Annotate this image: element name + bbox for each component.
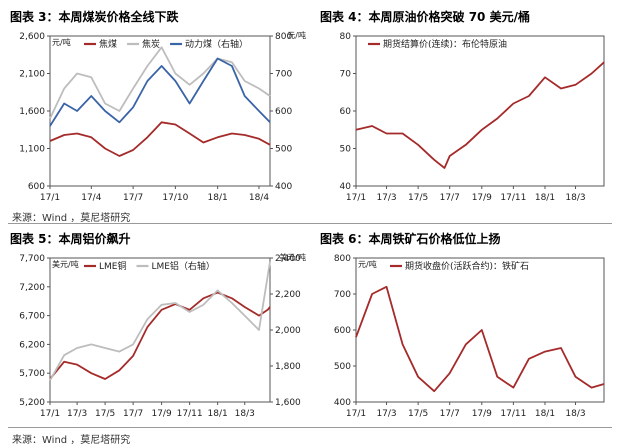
chart-title-iron-ore: 图表 6：本周铁矿石价格低位上扬 [320,232,501,246]
x-tick-label: 17/7 [440,409,460,419]
y-tick-label: 1,100 [19,145,45,155]
plot-frame [49,35,271,187]
y-tick-label: 1,600 [19,107,45,117]
x-tick-label: 17/3 [376,193,396,203]
x-tick-label: 17/10 [162,193,188,203]
y2-tick-label: 2,200 [275,290,301,300]
y-tick-label: 80 [340,32,352,42]
x-tick-label: 17/7 [123,409,143,419]
x-tick-label: 17/9 [151,409,171,419]
series-line-s0 [355,285,605,393]
y-tick-label: 2,600 [19,32,45,42]
x-tick-label: 17/5 [408,193,428,203]
source-note-bottom: 来源：Wind ，莫尼塔研究 [12,435,131,446]
legend-label: LME铝（右轴） [151,260,214,272]
y2-tick-label: 2,400 [275,254,301,264]
x-tick-label: 17/7 [440,193,460,203]
y2-tick-label: 1,600 [275,398,301,408]
series-line-lme [49,291,271,380]
y2-tick-label: 800 [275,32,292,42]
chart-title-crude: 图表 4：本周原油价格突破 70 美元/桶 [320,10,530,24]
legend-label: 动力煤（右轴） [185,38,248,50]
y-tick-label: 700 [334,290,351,300]
x-tick-label: 17/7 [123,193,143,203]
x-tick-label: 18/1 [208,409,228,419]
y-tick-label: 800 [334,254,351,264]
x-tick-label: 18/3 [235,409,255,419]
y-tick-label: 6,200 [19,340,45,350]
y-tick-label: 2,100 [19,70,45,80]
y-tick-label: 500 [334,362,351,372]
x-tick-label: 18/1 [208,193,228,203]
x-tick-label: 17/3 [376,409,396,419]
y-tick-label: 40 [340,182,352,192]
series-line-s1 [49,46,271,119]
y-tick-label: 7,700 [19,254,45,264]
y-tick-label: 400 [334,398,351,408]
plot-frame [355,257,605,403]
y2-tick-label: 500 [275,145,292,155]
y2-tick-label: 2,000 [275,326,301,336]
chart-iron-ore: 400 500 600 700 800 17/1 17/3 17/5 17/7 17/9 17/11… [334,254,605,419]
x-tick-label: 17/1 [40,193,60,203]
chart-crude: 40 50 60 70 80 17/1 17/3 17/5 17/7 17/9 17/11 18/1 1… [340,32,605,203]
divider-top [8,223,612,224]
x-tick-label: 18/3 [565,409,585,419]
y2-axis-unit: 元/吨 [287,30,306,40]
series-line-s0 [355,61,605,169]
y2-axis-unit: 美元/吨 [279,252,306,262]
x-tick-label: 17/1 [40,409,60,419]
x-tick-label: 18/1 [535,409,555,419]
y-tick-label: 60 [340,107,352,117]
y-axis-unit: 元/吨 [52,37,71,47]
x-tick-label: 18/4 [249,193,269,203]
x-tick-label: 17/11 [500,409,526,419]
plot-frame [355,35,605,187]
x-tick-label: 17/1 [346,193,366,203]
y-tick-label: 70 [340,70,352,80]
plot-frame [49,257,271,403]
y-tick-label: 5,700 [19,369,45,379]
y-tick-label: 7,200 [19,283,45,293]
y-tick-label: 600 [28,182,45,192]
x-tick-label: 17/5 [408,409,428,419]
legend-label: 期货收盘价(活跃合约)：铁矿石 [405,260,529,272]
x-tick-label: 17/11 [177,409,203,419]
chart-title-coal: 图表 3：本周煤炭价格全线下跌 [10,10,179,24]
y-axis-unit: 元/吨 [358,259,377,269]
y2-tick-label: 1,800 [275,362,301,372]
y-tick-label: 600 [334,326,351,336]
chart-title-metals: 图表 5：本周铝价飙升 [10,232,131,246]
source-note-top: 来源：Wind ，莫尼塔研究 [12,213,131,224]
legend-label: 期货结算价(连续)：布伦特原油 [383,38,507,50]
x-tick-label: 17/4 [81,193,101,203]
series-line-s2 [49,57,271,127]
x-tick-label: 18/1 [535,193,555,203]
series-line-s0 [49,121,271,157]
y2-tick-label: 600 [275,107,292,117]
divider-bottom [8,427,612,428]
legend-label: LME铜 [99,260,126,272]
x-tick-label: 17/9 [472,409,492,419]
chart-coal: 600 1,100 1,600 2,100 2,600 400 500 600 700 800 17… [19,30,306,203]
x-tick-label: 17/1 [346,409,366,419]
chart-metals: 5,200 5,700 6,200 6,700 7,200 7,700 1,600 1,800… [19,252,306,419]
y2-tick-label: 400 [275,182,292,192]
x-tick-label: 17/11 [500,193,526,203]
y2-tick-label: 700 [275,70,292,80]
y-tick-label: 5,200 [19,398,45,408]
legend-label: 焦炭 [142,38,160,50]
x-tick-label: 17/5 [95,409,115,419]
x-tick-label: 17/9 [472,193,492,203]
y-tick-label: 50 [340,145,352,155]
legend-label: 焦煤 [99,38,117,50]
x-tick-label: 17/3 [67,409,87,419]
y-axis-unit: 美元/吨 [52,259,79,269]
y-tick-label: 6,700 [19,312,45,322]
x-tick-label: 18/3 [565,193,585,203]
series-line-lme [49,261,271,381]
